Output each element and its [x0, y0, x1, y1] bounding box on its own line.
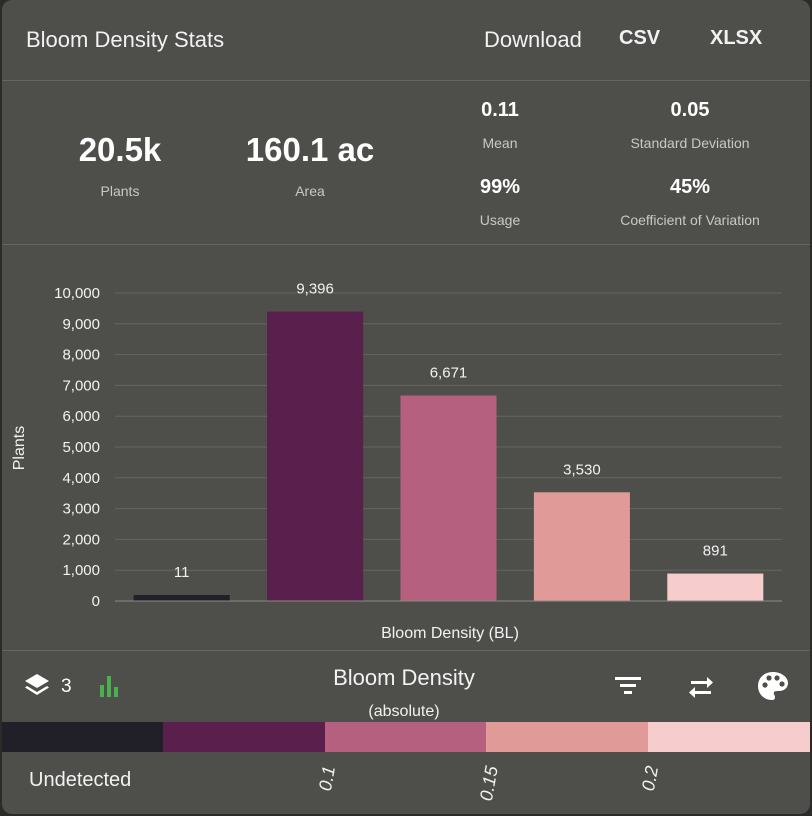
y-tick-label: 9,000 — [62, 316, 100, 333]
histogram-bar[interactable] — [400, 395, 497, 601]
color-swatch-1 — [163, 722, 325, 752]
usage-value: 99% — [479, 176, 521, 198]
y-tick-label: 1,000 — [62, 562, 100, 579]
palette-icon[interactable] — [756, 669, 790, 703]
bar-value-label: 11 — [174, 564, 190, 581]
usage-label: Usage — [479, 212, 521, 228]
scale-tick-label: 0.2 — [638, 764, 663, 793]
color-swatch-undetected — [2, 722, 163, 752]
bar-value-label: 3,530 — [563, 461, 601, 478]
area-label: Area — [295, 183, 325, 199]
mean-value: 0.11 — [481, 99, 519, 121]
filter-icon[interactable] — [613, 673, 643, 699]
xlsx-download-button[interactable]: XLSX — [710, 27, 763, 49]
histogram-chart: 0 1,000 2,000 3,000 4,000 5,000 6,000 7,000 8,00… — [2, 245, 810, 651]
layer-count: 3 — [61, 676, 72, 697]
y-tick-label: 8,000 — [62, 347, 100, 364]
undetected-label: Undetected — [29, 769, 132, 791]
bar-value-label: 891 — [703, 543, 728, 560]
y-axis-title: Plants — [11, 426, 28, 470]
plants-label: Plants — [100, 183, 140, 199]
area-value: 160.1 ac — [245, 131, 375, 168]
legend-subtitle: (absolute) — [368, 703, 440, 720]
scale-tick-label: 0.15 — [476, 764, 502, 803]
csv-download-button[interactable]: CSV — [619, 27, 661, 49]
std-label: Standard Deviation — [630, 135, 750, 151]
y-tick-label: 6,000 — [62, 408, 100, 425]
bar-value-label: 6,671 — [430, 365, 468, 382]
histogram-svg: 0 1,000 2,000 3,000 4,000 5,000 6,000 7,000 8,00… — [11, 281, 782, 642]
y-tick-label: 3,000 — [62, 501, 100, 518]
y-tick-label: 5,000 — [62, 439, 100, 456]
y-tick-label: 7,000 — [62, 377, 100, 394]
histogram-icon[interactable] — [98, 673, 122, 699]
histogram-bar[interactable] — [133, 595, 230, 601]
stats-summary: 20.5k Plants 160.1 ac Area 0.11 Mean 0.0… — [2, 81, 810, 245]
x-axis-title: Bloom Density (BL) — [381, 625, 519, 642]
color-swatch-2 — [325, 722, 486, 752]
color-scale — [2, 722, 810, 752]
panel-header: Bloom Density Stats Download CSV XLSX — [2, 0, 810, 81]
y-tick-label: 4,000 — [62, 470, 100, 487]
panel-title: Bloom Density Stats — [26, 27, 225, 52]
color-swatch-3 — [486, 722, 648, 752]
histogram-bar[interactable] — [533, 492, 630, 601]
bar-value-label: 9,396 — [296, 281, 334, 298]
swap-icon[interactable] — [686, 673, 716, 701]
histogram-bar[interactable] — [667, 573, 764, 601]
std-value: 0.05 — [670, 99, 710, 121]
y-tick-label: 2,000 — [62, 531, 100, 548]
y-tick-label: 10,000 — [54, 285, 100, 302]
legend-title: Bloom Density — [333, 665, 475, 690]
legend-bar: 3 Bloom Density (absolute) — [2, 651, 810, 814]
color-swatch-4 — [648, 722, 810, 752]
cv-value: 45% — [669, 176, 711, 198]
plants-value: 20.5k — [78, 131, 162, 168]
download-label: Download — [484, 27, 582, 52]
scale-tick-label: 0.1 — [315, 764, 340, 793]
mean-label: Mean — [482, 135, 518, 151]
cv-label: Coefficient of Variation — [620, 212, 760, 228]
y-tick-label: 0 — [92, 593, 100, 610]
histogram-bar[interactable] — [267, 311, 364, 601]
layers-icon[interactable] — [22, 671, 52, 701]
